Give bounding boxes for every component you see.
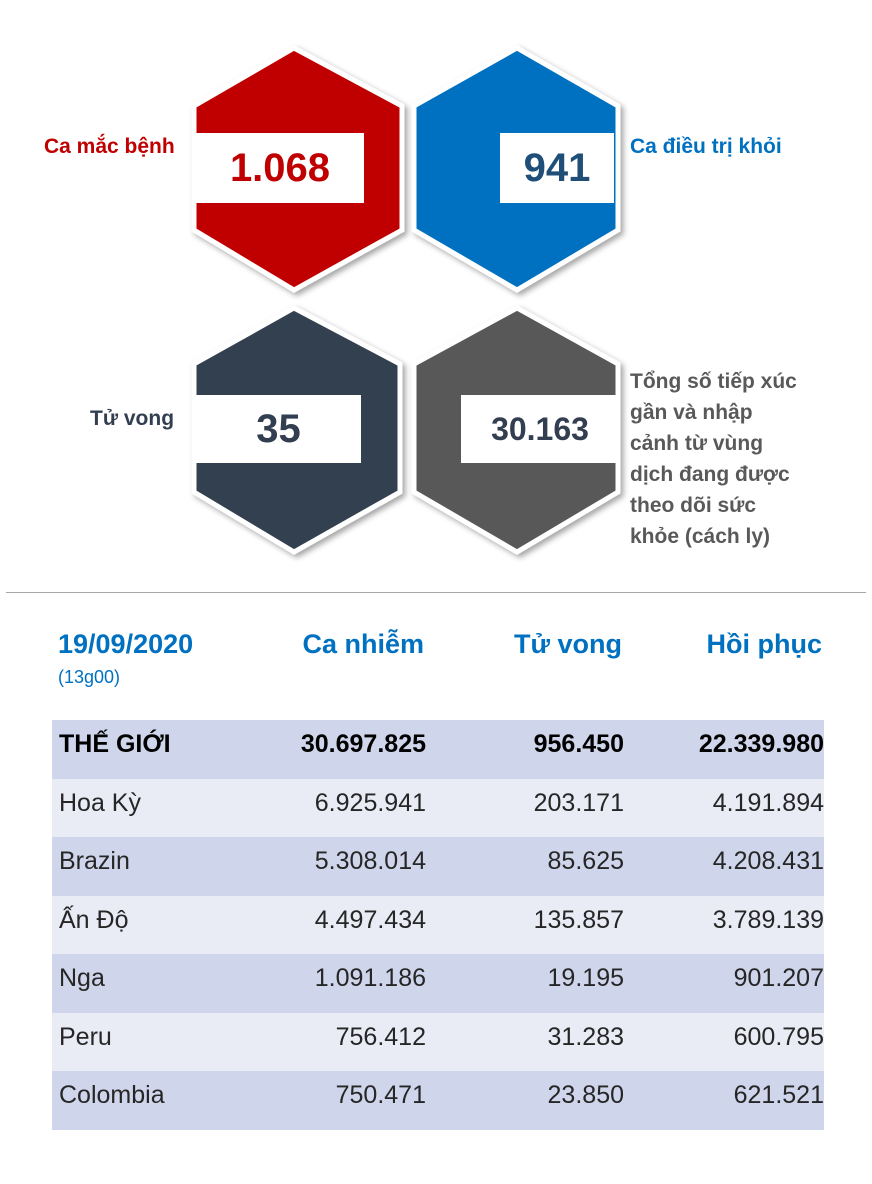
deaths-value: 203.171 <box>533 788 624 817</box>
infected-value: 1.068 <box>196 133 364 203</box>
recovered-value: 4.191.894 <box>712 788 824 817</box>
recovered-value: 3.789.139 <box>712 905 824 934</box>
monitored-label-line: dịch đang được <box>630 463 790 486</box>
recovered-value: 4.208.431 <box>712 847 824 875</box>
deaths-value: 23.850 <box>547 1081 624 1109</box>
monitored-label-line: gần và nhập <box>630 401 753 424</box>
table-row: Peru 756.412 31.283 600.795 <box>52 1012 824 1071</box>
monitored-value: 30.163 <box>461 395 619 463</box>
table-row: Brazin 5.308.014 85.625 4.208.431 <box>52 837 824 896</box>
table-date: 19/09/2020 <box>58 629 194 659</box>
recovered-value: 621.521 <box>733 1081 824 1109</box>
section-divider <box>6 592 866 593</box>
recovered-value: 600.795 <box>733 1022 824 1051</box>
table-time: (13g00) <box>58 667 121 687</box>
table-row: Hoa Kỳ 6.925.941 203.171 4.191.894 <box>52 778 824 837</box>
deaths-value: 19.195 <box>547 964 624 992</box>
header-recovered: Hồi phục <box>706 629 823 659</box>
deaths-label: Tử vong <box>90 407 175 430</box>
table-row: Colombia 750.471 23.850 621.521 <box>52 1071 824 1130</box>
monitored-label-line: cảnh từ vùng <box>630 432 764 455</box>
deaths-value: 35 <box>196 395 361 463</box>
stats-table: THẾ GIỚI 30.697.825 956.450 22.339.980 H… <box>52 720 824 1130</box>
monitored-label-line: Tổng số tiếp xúc <box>630 370 797 393</box>
recovered-value: 22.339.980 <box>698 730 824 758</box>
cases-value: 6.925.941 <box>314 788 426 817</box>
country-name: Peru <box>59 1022 112 1051</box>
country-name: Nga <box>59 964 105 992</box>
monitored-label: Tổng số tiếp xúc gần và nhập cảnh từ vùn… <box>630 366 830 552</box>
deaths-value: 956.450 <box>533 730 624 758</box>
cases-value: 750.471 <box>335 1081 426 1109</box>
cases-value: 756.412 <box>335 1022 426 1051</box>
deaths-value: 135.857 <box>533 905 624 934</box>
table-row: Ấn Độ 4.497.434 135.857 3.789.139 <box>52 895 824 954</box>
infected-label: Ca mắc bệnh <box>44 135 175 158</box>
cases-value: 30.697.825 <box>300 730 426 758</box>
cases-value: 4.497.434 <box>314 905 426 934</box>
deaths-value: 85.625 <box>547 847 624 875</box>
country-name: Colombia <box>59 1081 165 1109</box>
deaths-value: 31.283 <box>547 1022 624 1051</box>
recovered-value: 901.207 <box>733 964 824 992</box>
country-name: Ấn Độ <box>59 905 129 934</box>
country-name: THẾ GIỚI <box>59 730 171 758</box>
header-cases: Ca nhiễm <box>302 629 424 659</box>
monitored-label-line: theo dõi sức <box>630 494 757 517</box>
cases-value: 1.091.186 <box>314 964 426 992</box>
monitored-label-line: khỏe (cách ly) <box>630 525 771 548</box>
country-name: Hoa Kỳ <box>59 788 141 817</box>
header-deaths: Tử vong <box>513 629 622 659</box>
table-row-world: THẾ GIỚI 30.697.825 956.450 22.339.980 <box>52 720 824 779</box>
table-row: Nga 1.091.186 19.195 901.207 <box>52 954 824 1013</box>
recovered-label: Ca điều trị khỏi <box>630 135 782 158</box>
recovered-value: 941 <box>500 133 614 203</box>
cases-value: 5.308.014 <box>314 847 426 875</box>
country-name: Brazin <box>59 847 130 875</box>
